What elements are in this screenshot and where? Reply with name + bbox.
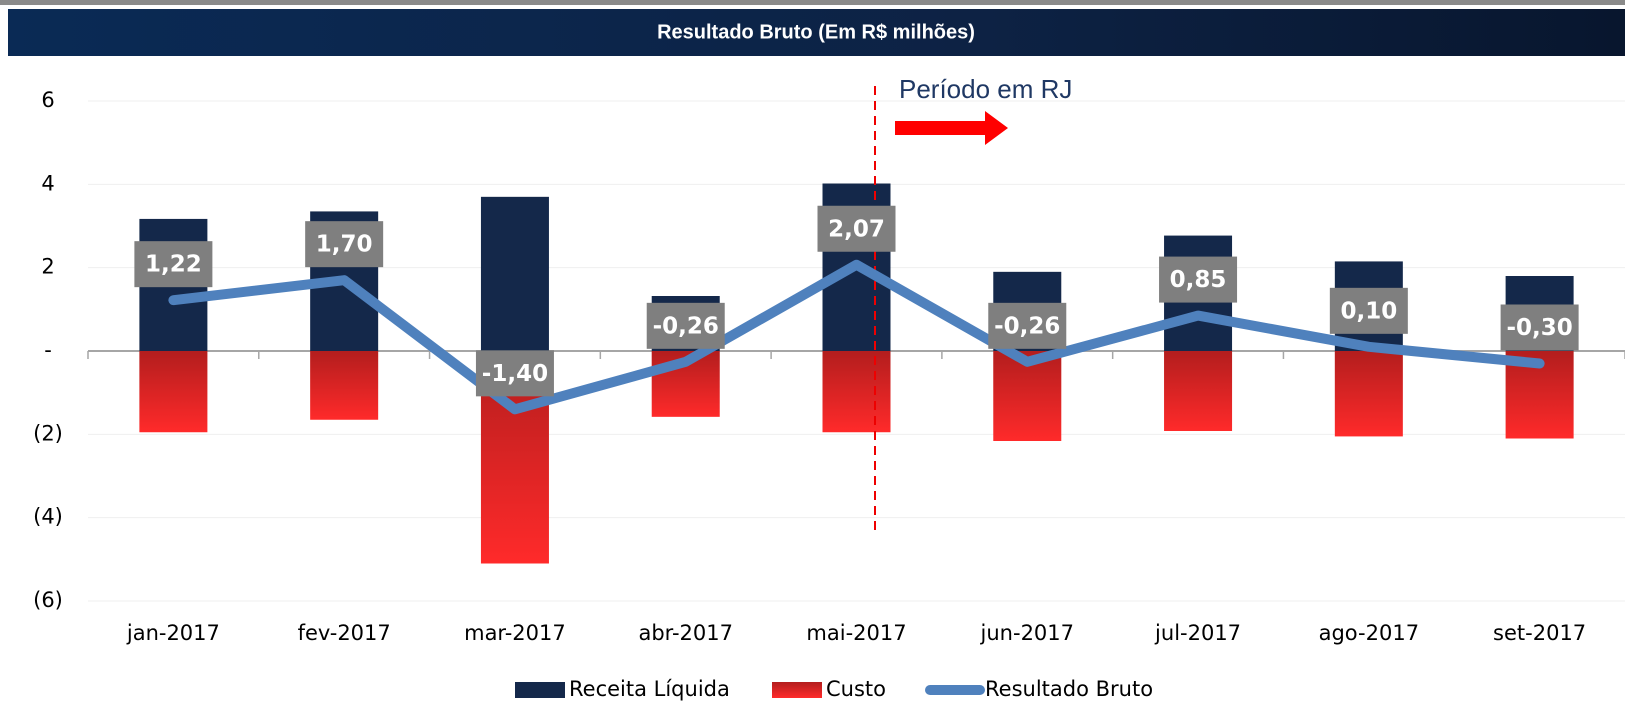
data-label: 0,85 <box>1170 267 1227 293</box>
bar-shade <box>1334 351 1403 437</box>
data-label-box <box>817 205 896 252</box>
bar-shade <box>822 351 891 433</box>
data-label: -1,40 <box>482 361 548 387</box>
data-label-box <box>305 221 384 268</box>
bar-shade <box>1164 351 1233 431</box>
legend-label: Receita Líquida <box>569 677 730 701</box>
x-tick-label: mar-2017 <box>464 621 566 645</box>
legend-label: Custo <box>826 677 886 701</box>
y-tick-label: 6 <box>41 88 54 112</box>
data-label-box <box>1329 287 1408 334</box>
y-tick-label: 4 <box>41 171 54 195</box>
annotation: Período em RJ <box>899 74 1072 104</box>
data-label-box <box>1159 256 1238 303</box>
x-tick-label: jan-2017 <box>126 621 220 645</box>
y-tick-label: (2) <box>33 421 63 445</box>
data-label: -0,26 <box>994 313 1060 339</box>
data-label: 2,07 <box>828 216 885 242</box>
data-label-box <box>988 302 1067 349</box>
data-label-box <box>475 350 554 397</box>
arrow <box>895 111 1008 145</box>
x-tick-label: mai-2017 <box>806 621 906 645</box>
top-rule <box>0 0 1625 5</box>
data-label-box <box>134 241 213 288</box>
data-label: 0,10 <box>1340 298 1397 324</box>
data-label: 1,70 <box>316 232 373 258</box>
data-label: -0,30 <box>1506 315 1572 341</box>
data-label: -0,26 <box>653 313 719 339</box>
y-tick-label: - <box>44 338 52 362</box>
data-label-box <box>1500 304 1579 351</box>
y-tick-label: (4) <box>33 505 63 529</box>
legend-swatch <box>515 682 565 698</box>
y-tick-label: (6) <box>33 588 63 612</box>
chart-title: Resultado Bruto (Em R$ milhões) <box>657 21 975 43</box>
x-tick-label: ago-2017 <box>1319 621 1419 645</box>
y-tick-label: 2 <box>41 255 54 279</box>
x-tick-label: jun-2017 <box>980 621 1074 645</box>
x-tick-label: abr-2017 <box>638 621 733 645</box>
bar-shade <box>310 351 379 420</box>
line <box>168 259 1545 415</box>
data-label: 1,22 <box>145 252 202 278</box>
data-label-box <box>646 302 725 349</box>
x-tick-label: set-2017 <box>1493 621 1586 645</box>
legend-label: Resultado Bruto <box>985 677 1153 701</box>
title-bar <box>8 9 1625 56</box>
bar-shade <box>139 351 208 433</box>
x-tick-label: fev-2017 <box>298 621 391 645</box>
legend-swatch-shade <box>772 682 822 698</box>
x-tick-label: jul-2017 <box>1154 621 1241 645</box>
bar <box>480 196 549 351</box>
